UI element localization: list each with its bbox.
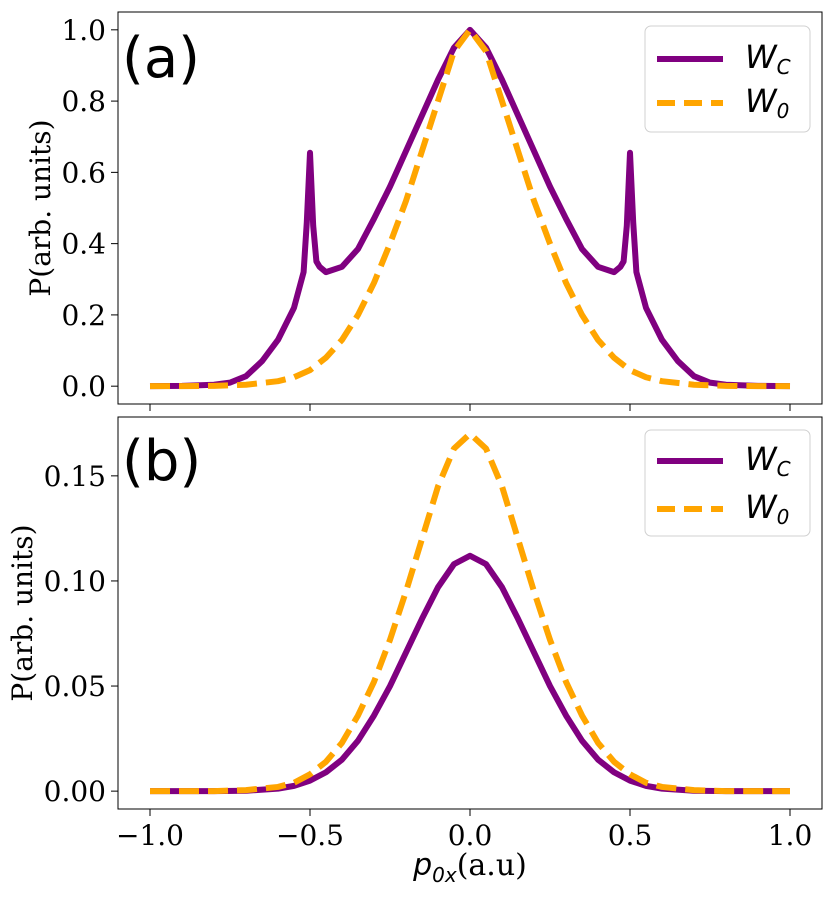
panel-a-legend-wc-label: WC [745,38,791,79]
panel-a: P(arb. units) 0.0 0.2 0.4 0.6 0.8 1.0 (a) WC … [24,11,823,411]
panel-b-x-tick-label: −1.0 [116,819,184,852]
panel-a-y-tick-label: 0.6 [61,156,106,189]
x-axis-label: p0x(a.u) [412,848,527,887]
panel-b-x-ticks: −1.0 −0.5 0.0 0.5 1.0 [116,809,812,852]
panel-a-y-tick-label: 1.0 [61,14,106,47]
panel-b-series-w-0 [150,430,790,795]
panel-b-y-tick-label: 0.10 [44,565,106,598]
panel-b-x-tick-label: 0.5 [608,819,653,852]
panel-a-y-tick-label: 0.2 [61,299,106,332]
panel-b: P(arb. units) 0.00 0.05 0.10 0.15 −1.0 −0.5 0… [6,416,823,887]
panel-a-legend: WC W0 [644,25,811,133]
panel-b-legend-w0-label: W0 [745,488,789,529]
panel-b-y-tick-label: 0.00 [44,775,106,808]
panel-a-y-tick-label: 0.0 [61,370,106,403]
panel-a-legend-w0-label: W0 [745,82,789,123]
panel-b-x-tick-label: 0.0 [448,819,493,852]
panel-a-x-ticks [149,404,791,411]
panel-a-label: (a) [122,26,200,91]
panel-b-legend: WC W0 [644,429,811,537]
panel-a-y-ticks: 0.0 0.2 0.4 0.6 0.8 1.0 [61,14,118,403]
panel-a-y-tick-label: 0.8 [61,85,106,118]
panel-b-series-w-c [150,552,790,795]
panel-a-frame [117,11,823,405]
panel-b-y-tick-label: 0.15 [44,460,106,493]
panel-b-label: (b) [122,429,201,494]
panel-b-x-tick-label: 1.0 [768,819,813,852]
panel-b-legend-wc-label: WC [745,440,791,481]
panel-b-y-ticks: 0.00 0.05 0.10 0.15 [44,460,118,808]
panel-b-y-tick-label: 0.05 [44,670,106,703]
panel-b-x-tick-label: −0.5 [276,819,344,852]
panel-a-series-w-c [149,26,791,390]
panel-a-series-w-0 [150,26,790,390]
panel-a-y-tick-label: 0.4 [61,228,106,261]
panel-a-ylabel: P(arb. units) [24,119,57,296]
panel-a-series [149,26,791,390]
panel-b-frame [117,416,823,810]
panel-b-series [150,430,790,795]
panel-b-ylabel: P(arb. units) [6,524,39,701]
